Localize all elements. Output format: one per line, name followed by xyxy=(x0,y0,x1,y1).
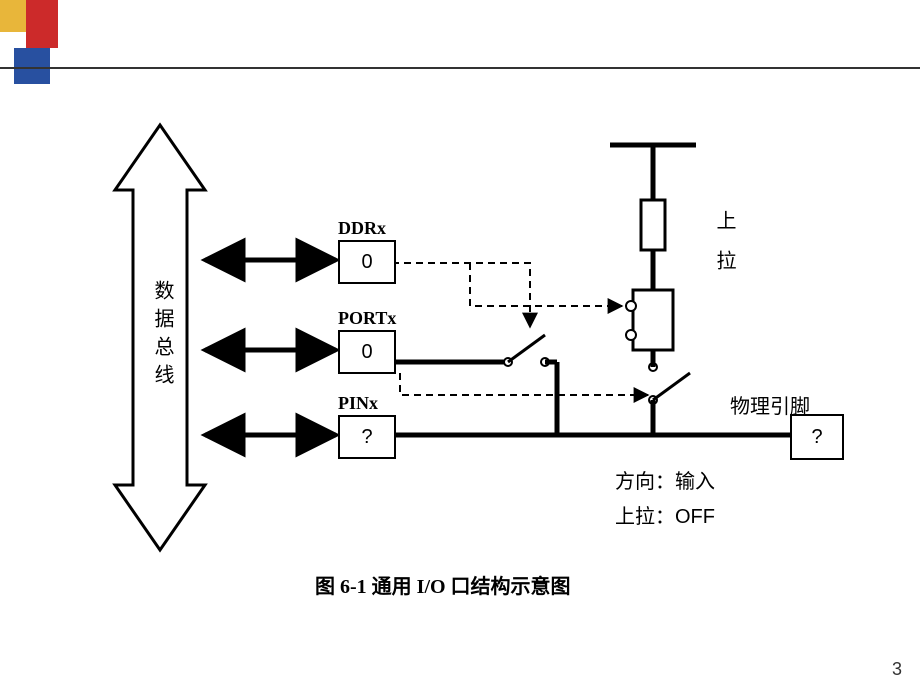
physical-pin-value: ? xyxy=(811,426,822,449)
ddr-value: 0 xyxy=(361,251,372,274)
pin-label: PINx xyxy=(338,393,378,414)
deco-rect-yellow xyxy=(0,0,26,32)
diagram-svg xyxy=(90,105,870,625)
ddr-box: 0 xyxy=(338,240,396,284)
physical-pin-label: 物理引脚 xyxy=(730,390,810,419)
io-port-diagram: DDRx 0 PORTx 0 PINx ? ? 数据总线 上拉 物理引脚 方向：… xyxy=(90,105,870,625)
ddr-label: DDRx xyxy=(338,218,386,239)
pullup-label: 上拉 xyxy=(710,210,739,290)
separator-line xyxy=(0,67,920,69)
direction-label: 方向：输入 xyxy=(615,465,715,494)
pullup-state-label: 上拉：OFF xyxy=(615,500,715,529)
pin-box: ? xyxy=(338,415,396,459)
port-label: PORTx xyxy=(338,308,396,329)
page-number: 3 xyxy=(892,659,902,680)
figure-caption: 图 6-1 通用 I/O 口结构示意图 xyxy=(315,570,571,599)
port-value: 0 xyxy=(361,341,372,364)
port-box: 0 xyxy=(338,330,396,374)
physical-pin-box: ? xyxy=(790,414,844,460)
pin-value: ? xyxy=(361,426,372,449)
deco-rect-blue xyxy=(14,48,50,84)
deco-rect-red xyxy=(26,0,58,48)
bus-label: 数据总线 xyxy=(148,280,177,392)
